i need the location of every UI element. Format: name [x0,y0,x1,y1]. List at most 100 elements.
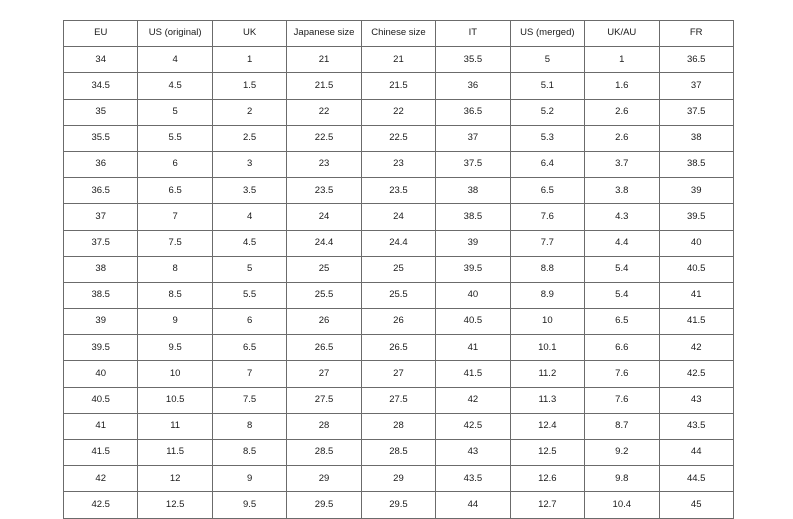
table-row: 36.5 6.5 3.5 23.5 23.5 38 6.5 3.8 39 [62,177,734,205]
cell-eu: 38 [62,255,139,283]
cell-us-original: 10 [137,360,213,388]
table-row: 37.5 7.5 4.5 24.4 24.4 39 7.7 4.4 40 [62,229,734,257]
cell-fr: 43 [658,386,734,414]
cell-us-original: 11.5 [137,438,213,467]
cell-us-merged: 10.1 [509,334,586,362]
cell-ukau: 5.4 [584,281,660,310]
cell-fr: 40 [658,229,734,257]
table-row: 40.5 10.5 7.5 27.5 27.5 42 11.3 7.6 43 [62,386,734,414]
cell-eu: 38.5 [62,281,139,310]
table-row: 34.5 4.5 1.5 21.5 21.5 36 5.1 1.6 37 [62,72,734,100]
cell-eu: 39 [62,308,139,336]
cell-eu: 39.5 [62,334,139,362]
cell-it: 37.5 [435,150,511,179]
cell-it: 41 [435,334,511,362]
cell-us-merged: 5.1 [509,72,586,100]
cell-eu: 41.5 [62,438,139,467]
cell-us-original: 8 [137,255,213,283]
cell-japanese-size: 23 [286,150,362,179]
cell-it: 36 [435,72,511,100]
cell-it: 43.5 [435,465,511,493]
cell-us-merged: 11.2 [509,360,586,388]
table-row: 38 8 5 25 25 39.5 8.8 5.4 40.5 [62,255,734,283]
cell-ukau: 9.8 [584,465,660,493]
table-row: 35 5 2 22 22 36.5 5.2 2.6 37.5 [62,98,734,126]
cell-fr: 37.5 [658,98,734,126]
cell-us-merged: 7.7 [509,229,586,257]
cell-fr: 44 [658,438,734,467]
column-header-it: IT [435,19,511,48]
cell-eu: 36.5 [62,177,139,205]
cell-japanese-size: 25 [286,255,362,283]
cell-uk: 9 [211,465,288,493]
cell-chinese-size: 28.5 [360,438,437,467]
cell-us-original: 9 [137,308,213,336]
cell-uk: 8 [211,412,288,441]
column-header-chinese-size: Chinese size [360,19,437,48]
table-header: EU US (original) UK Japanese size Chines… [62,19,734,48]
cell-us-merged: 8.9 [509,281,586,310]
cell-uk: 3 [211,150,288,179]
column-header-us-merged: US (merged) [509,19,586,48]
cell-japanese-size: 22 [286,98,362,126]
cell-fr: 38.5 [658,150,734,179]
cell-it: 39 [435,229,511,257]
cell-fr: 40.5 [658,255,734,283]
cell-chinese-size: 26 [360,308,437,336]
cell-chinese-size: 21.5 [360,72,437,100]
cell-eu: 36 [62,150,139,179]
cell-ukau: 7.6 [584,386,660,414]
cell-fr: 43.5 [658,412,734,441]
table-row: 36 6 3 23 23 37.5 6.4 3.7 38.5 [62,150,734,179]
cell-japanese-size: 26.5 [286,334,362,362]
cell-us-original: 12 [137,465,213,493]
table-row: 41.5 11.5 8.5 28.5 28.5 43 12.5 9.2 44 [62,438,734,467]
cell-japanese-size: 24.4 [286,229,362,257]
size-table-container: EU US (original) UK Japanese size Chines… [62,19,734,519]
cell-ukau: 3.7 [584,150,660,179]
cell-uk: 7 [211,360,288,388]
cell-eu: 40 [62,360,139,388]
cell-us-original: 4.5 [137,72,213,100]
cell-us-original: 4 [137,46,213,74]
cell-uk: 7.5 [211,386,288,414]
table-row: 34 4 1 21 21 35.5 5 1 36.5 [62,46,734,74]
cell-us-original: 5 [137,98,213,126]
cell-uk: 3.5 [211,177,288,205]
cell-us-merged: 12.5 [509,438,586,467]
cell-ukau: 9.2 [584,438,660,467]
cell-us-original: 11 [137,412,213,441]
cell-uk: 2 [211,98,288,126]
column-header-us-original: US (original) [137,19,213,48]
cell-uk: 5.5 [211,281,288,310]
cell-eu: 41 [62,412,139,441]
cell-chinese-size: 25.5 [360,281,437,310]
cell-it: 42.5 [435,412,511,441]
table-row: 38.5 8.5 5.5 25.5 25.5 40 8.9 5.4 41 [62,281,734,310]
cell-uk: 1 [211,46,288,74]
cell-eu: 42 [62,465,139,493]
cell-ukau: 4.3 [584,203,660,231]
cell-it: 38.5 [435,203,511,231]
cell-ukau: 8.7 [584,412,660,441]
cell-uk: 6 [211,308,288,336]
cell-eu: 37.5 [62,229,139,257]
cell-us-merged: 10 [509,308,586,336]
cell-us-merged: 12.6 [509,465,586,493]
cell-chinese-size: 23 [360,150,437,179]
cell-japanese-size: 21 [286,46,362,74]
cell-us-original: 7 [137,203,213,231]
cell-us-original: 10.5 [137,386,213,414]
cell-eu: 34.5 [62,72,139,100]
cell-ukau: 1 [584,46,660,74]
cell-uk: 6.5 [211,334,288,362]
cell-japanese-size: 28.5 [286,438,362,467]
cell-chinese-size: 27 [360,360,437,388]
cell-us-merged: 7.6 [509,203,586,231]
cell-japanese-size: 25.5 [286,281,362,310]
cell-us-original: 9.5 [137,334,213,362]
cell-uk: 8.5 [211,438,288,467]
cell-chinese-size: 28 [360,412,437,441]
cell-japanese-size: 21.5 [286,72,362,100]
table-row: 39.5 9.5 6.5 26.5 26.5 41 10.1 6.6 42 [62,334,734,362]
